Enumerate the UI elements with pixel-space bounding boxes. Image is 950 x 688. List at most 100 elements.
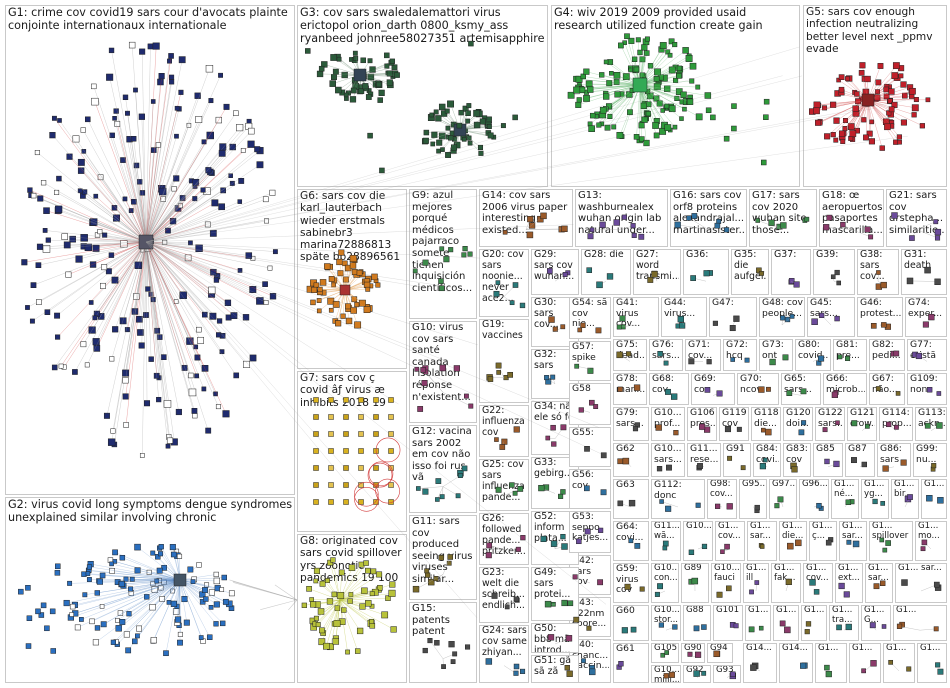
group-panel-s23[interactable]: G14... <box>743 643 777 683</box>
group-panel-g108[interactable]: G10... con... <box>651 563 679 603</box>
group-panel-g101[interactable]: G101 <box>713 605 743 641</box>
group-panel-g77[interactable]: G77: eristã <box>907 339 947 371</box>
group-panel-s25[interactable]: G1... <box>815 643 847 683</box>
group-panel-g83[interactable]: G83: cov <box>783 443 811 477</box>
group-panel-g96[interactable]: G96... <box>799 479 829 519</box>
group-panel-g59[interactable]: G59: virus cov <box>613 563 649 603</box>
group-panel-s13[interactable]: G1... ext... <box>835 563 863 603</box>
group-panel-g97[interactable]: G97... <box>769 479 797 519</box>
group-panel-g55[interactable]: G55: <box>569 427 611 467</box>
group-panel-g114[interactable]: G114: prop... <box>879 407 913 441</box>
group-panel-g119[interactable]: G119: cov <box>719 407 749 441</box>
group-panel-g54[interactable]: G54: sã cov nie... <box>569 297 611 339</box>
group-panel-g21[interactable]: G21: sars cov drstepha... similaritie... <box>886 189 947 247</box>
group-panel-s02[interactable]: G1... cov... <box>715 521 745 561</box>
group-panel-s21[interactable]: G1... G... <box>861 605 891 641</box>
group-panel-g39[interactable]: G39: <box>813 249 855 295</box>
group-panel-g2[interactable]: G2: virus covid long symptoms dengue syn… <box>5 497 295 683</box>
group-panel-g81[interactable]: G81: pre... <box>833 339 867 371</box>
group-panel-g85[interactable]: G85 <box>813 443 843 477</box>
group-panel-s06[interactable]: G1... die... <box>779 521 807 561</box>
group-panel-g74[interactable]: G74: exper... <box>905 297 947 337</box>
group-panel-g11[interactable]: G11: sars cov produced seeing virus viru… <box>409 515 477 600</box>
group-panel-g92[interactable]: G92 <box>683 665 711 683</box>
group-panel-g17[interactable]: G17: sars cov 2020 wuhan site those... <box>749 189 817 247</box>
group-panel-g24[interactable]: G24: sars cov same zhiyan... <box>479 625 529 683</box>
group-panel-s22[interactable]: G1... <box>893 605 947 641</box>
group-panel-g91[interactable]: G91 <box>723 443 751 477</box>
group-panel-s08[interactable]: G1... sar... <box>839 521 867 561</box>
group-panel-s03[interactable]: G1... sar... <box>747 521 777 561</box>
group-panel-g13[interactable]: G13: washburnealex wuhan origin lab natu… <box>575 189 668 247</box>
group-panel-g84[interactable]: G84: covi... <box>753 443 781 477</box>
group-panel-g7[interactable]: G7: sars cov ç covid âƒ virus æ inhibits… <box>297 371 407 532</box>
group-panel-s11[interactable]: G1... fak... <box>771 563 801 603</box>
group-panel-g23[interactable]: G23: welt die schreib... endlich... <box>479 567 529 623</box>
group-panel-g20[interactable]: G20: cov sars noonie... never ace2... <box>479 249 529 317</box>
group-panel-g8[interactable]: G8: originated cov sars covid spillover … <box>297 534 407 683</box>
group-panel-g72[interactable]: G72: hcq <box>723 339 757 371</box>
group-panel-g87[interactable]: G87 <box>845 443 875 477</box>
group-panel-g49[interactable]: G49: sars protei... <box>531 567 579 621</box>
group-panel-g61[interactable]: G61 <box>613 643 649 683</box>
group-panel-g6[interactable]: G6: sars cov die karl_lauterbach wieder … <box>297 189 407 369</box>
group-panel-g12[interactable]: G12: vacina sars 2002 em cov não isso fo… <box>409 425 477 513</box>
group-panel-g26[interactable]: G26: followed pande... pritzker... <box>479 513 529 565</box>
group-panel-g99[interactable]: G99: nu... <box>913 443 947 477</box>
group-panel-g14[interactable]: G14: cov sars 2006 virus paper interesti… <box>479 189 573 247</box>
group-panel-g98[interactable]: G98: cov... <box>707 479 737 519</box>
group-panel-g71[interactable]: G71: cov... <box>685 339 721 371</box>
group-panel-g95[interactable]: G95... <box>739 479 767 519</box>
group-panel-g120[interactable]: G120: doi... <box>783 407 813 441</box>
group-panel-g45[interactable]: G45: sars... <box>807 297 855 337</box>
group-panel-g50[interactable]: G50: bb8 mã introd... <box>531 623 579 653</box>
group-panel-s20[interactable]: G1... tra... <box>829 605 859 641</box>
group-panel-g27[interactable]: G27: word transmi... <box>633 249 681 295</box>
group-panel-g53[interactable]: G53: seppo katjes... <box>569 511 611 553</box>
group-panel-s10[interactable]: G1... mo... <box>915 521 947 561</box>
group-panel-s07[interactable]: G1... ç... <box>809 521 837 561</box>
group-panel-g116[interactable]: G11... wã... <box>651 521 681 561</box>
group-panel-g73[interactable]: G73: ont <box>759 339 793 371</box>
group-panel-g86[interactable]: G86: sars <box>877 443 911 477</box>
group-panel-g109[interactable]: G109: non <box>907 373 947 405</box>
group-panel-g94[interactable]: G94 <box>707 643 733 663</box>
group-panel-s14[interactable]: G1... sar... <box>865 563 893 603</box>
group-panel-g10[interactable]: G10: virus cov sars santé canada l'isola… <box>409 321 477 423</box>
group-panel-s16[interactable]: G1... <box>921 479 947 519</box>
group-panel-g112[interactable]: G112: donc <box>651 479 705 519</box>
group-panel-g57[interactable]: G57: spike <box>569 341 611 381</box>
group-panel-g69[interactable]: G69: cov <box>691 373 735 405</box>
group-panel-g67[interactable]: G67: não... <box>869 373 905 405</box>
group-panel-g19[interactable]: G19: vaccines <box>479 319 529 403</box>
group-panel-g65[interactable]: G65: sars... <box>781 373 821 405</box>
group-panel-g117[interactable]: G1... ill <box>743 563 769 603</box>
group-panel-g46[interactable]: G46: protest... <box>857 297 903 337</box>
group-panel-g111[interactable]: G11... rese... <box>687 443 721 477</box>
group-panel-g25[interactable]: G25: cov sars influenza pande... <box>479 459 529 511</box>
group-panel-s24[interactable]: G14... <box>779 643 813 683</box>
group-panel-g80[interactable]: G80: covid... <box>795 339 831 371</box>
group-panel-g78[interactable]: G78: man... <box>613 373 647 405</box>
group-panel-g113[interactable]: G113: ackn... <box>915 407 947 441</box>
group-panel-g58[interactable]: G58 <box>569 383 611 425</box>
group-panel-s19[interactable]: G1... <box>801 605 827 641</box>
group-panel-g102[interactable]: G10... prof... <box>651 407 685 441</box>
group-panel-g70[interactable]: G70: ncov <box>737 373 779 405</box>
group-panel-g35[interactable]: G35: die aufgef... <box>731 249 769 295</box>
group-panel-g121[interactable]: G121: crow... <box>847 407 877 441</box>
group-panel-s17[interactable]: G1... <box>745 605 771 641</box>
group-panel-g3[interactable]: G3: cov sars swaledalemattori virus eric… <box>297 5 548 187</box>
group-panel-g60[interactable]: G60 <box>613 605 649 641</box>
group-panel-s28[interactable]: G1... <box>917 643 947 683</box>
group-panel-g76[interactable]: G76: sars... <box>649 339 683 371</box>
group-panel-g110[interactable]: G10... milli... <box>651 665 681 683</box>
group-panel-s27[interactable]: G1... <box>883 643 915 683</box>
group-panel-g5[interactable]: G5: sars cov enough infection neutralizi… <box>803 5 947 187</box>
group-panel-s01[interactable]: G1... né... <box>831 479 859 519</box>
group-panel-g16[interactable]: G16: sars cov orf8 proteins alexandrajal… <box>670 189 747 247</box>
group-panel-s05[interactable]: G1... bir... <box>891 479 919 519</box>
group-panel-g82[interactable]: G82: pedi... <box>869 339 905 371</box>
group-panel-g118[interactable]: G118: die... <box>751 407 781 441</box>
group-panel-g62[interactable]: G62 <box>613 443 649 477</box>
